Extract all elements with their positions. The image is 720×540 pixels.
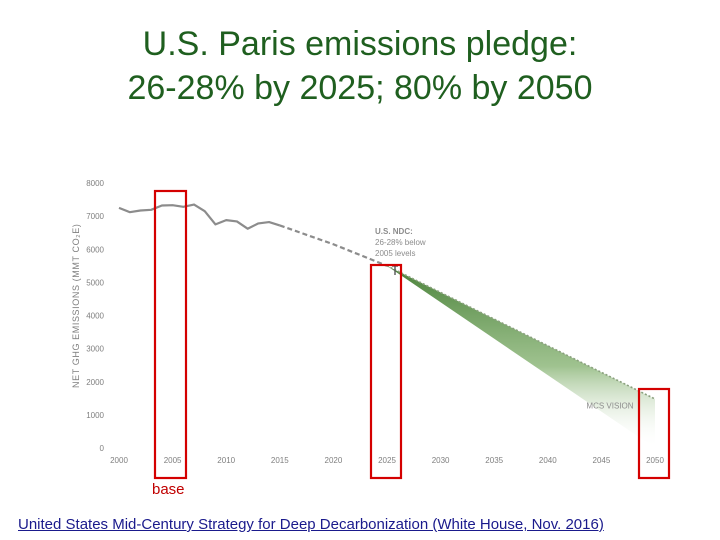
x-tick-label: 2000 <box>110 456 128 465</box>
x-tick-label: 2025 <box>378 456 396 465</box>
x-tick-label: 2020 <box>325 456 343 465</box>
ndc-annotation-text: 2005 levels <box>375 249 415 258</box>
mcs-vision-upper-line <box>386 265 656 400</box>
y-tick-label: 7000 <box>86 212 104 221</box>
ndc-annotation-text: U.S. NDC: <box>375 227 413 236</box>
x-tick-label: 2005 <box>164 456 182 465</box>
y-tick-label: 6000 <box>86 245 104 254</box>
ndc-path-line <box>279 224 388 267</box>
y-tick-label: 3000 <box>86 345 104 354</box>
x-tick-label: 2035 <box>485 456 503 465</box>
slide-title: U.S. Paris emissions pledge: 26-28% by 2… <box>0 22 720 110</box>
x-tick-label: 2050 <box>646 456 664 465</box>
highlight-box-2025 <box>369 263 403 480</box>
mcs-vision-label: MCS VISION <box>586 401 633 410</box>
slide-title-line-2: 26-28% by 2025; 80% by 2050 <box>127 69 593 107</box>
ndc-annotation-text: 26-28% below <box>375 238 426 247</box>
y-tick-label: 2000 <box>86 378 104 387</box>
x-tick-label: 2040 <box>539 456 557 465</box>
x-tick-label: 2010 <box>217 456 235 465</box>
source-citation-link[interactable]: United States Mid-Century Strategy for D… <box>18 516 604 533</box>
y-tick-label: 8000 <box>86 179 104 188</box>
y-tick-label: 1000 <box>86 411 104 420</box>
y-tick-label: 4000 <box>86 312 104 321</box>
highlight-box-2005 <box>153 189 188 480</box>
base-year-label: base <box>152 481 185 498</box>
x-tick-label: 2045 <box>593 456 611 465</box>
x-tick-label: 2015 <box>271 456 289 465</box>
y-tick-label: 0 <box>100 444 105 453</box>
highlight-box-2050 <box>637 387 671 480</box>
historical-emissions-line <box>118 203 281 230</box>
y-tick-label: 5000 <box>86 278 104 287</box>
x-tick-label: 2030 <box>432 456 450 465</box>
mcs-vision-wedge <box>387 265 655 448</box>
y-axis-label: NET GHG EMISSIONS (MMT CO₂E) <box>71 224 81 388</box>
slide-title-line-1: U.S. Paris emissions pledge: <box>142 25 578 63</box>
